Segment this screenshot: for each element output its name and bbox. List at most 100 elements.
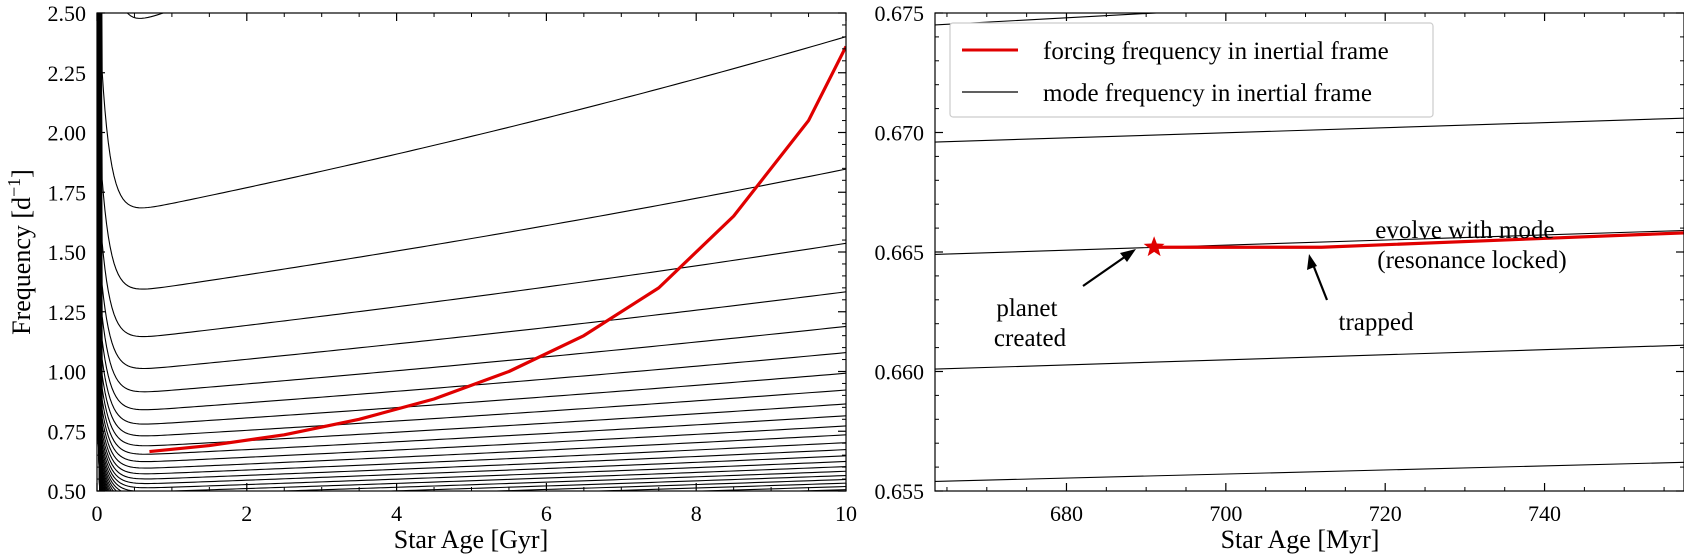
forcing-frequency-line (149, 45, 846, 454)
right-panel: 680 700 720 740 0.655 0.660 0.665 0.670 0.675 S… (875, 1, 1684, 554)
mode-line (98, 13, 846, 447)
mode-line (99, 13, 846, 425)
mode-line (97, 276, 102, 491)
y-tick-label: 0.665 (875, 240, 925, 265)
mode-line (97, 314, 102, 491)
mode-line (97, 291, 102, 491)
mode-line (97, 265, 102, 491)
mode-line (97, 320, 102, 491)
y-axis-label-left: Frequency [d−1] (4, 169, 36, 335)
y-tick-label: 0.670 (875, 121, 925, 146)
mode-line (97, 13, 846, 491)
mode-line (97, 253, 102, 491)
arrowhead-trapped (1307, 254, 1317, 270)
x-tick-label: 740 (1528, 501, 1561, 526)
mode-line (97, 13, 846, 489)
mode-line (101, 13, 846, 209)
mode-line (935, 13, 1166, 26)
mode-line (99, 13, 846, 370)
forcing-frequency-line (1154, 231, 1684, 249)
mode-line (126, 13, 165, 19)
forcing-line-right (1143, 231, 1684, 257)
mode-line (97, 13, 846, 491)
mode-line (97, 308, 102, 491)
x-tick-label: 4 (391, 501, 402, 526)
mode-line (97, 13, 846, 491)
mode-line (97, 304, 102, 491)
mode-line (935, 461, 1684, 482)
mode-line (97, 72, 104, 491)
annotation-evolve-with-mode: evolve with mode (resonance locked) (1375, 217, 1566, 274)
y-tick-label: 0.50 (48, 479, 87, 504)
mode-line (97, 125, 103, 491)
x-tick-label: 700 (1209, 501, 1242, 526)
mode-line (98, 13, 846, 469)
mode-lines-left (97, 13, 846, 491)
mode-line (97, 13, 846, 491)
left-panel: 0 2 4 6 8 10 0.50 0.75 1.00 1.25 1.50 1.75 2.00 2.25… (4, 1, 857, 554)
y-tick-label: 2.25 (48, 61, 87, 86)
mode-line (98, 13, 846, 455)
mode-line (97, 243, 102, 491)
arrowhead-planet-created (1120, 249, 1136, 262)
mode-line (97, 256, 102, 491)
y-tick-label: 2.50 (48, 1, 87, 26)
mode-line (100, 13, 846, 290)
y-tick-label: 1.00 (48, 360, 87, 385)
mode-line (97, 310, 102, 491)
x-tick-label: 680 (1050, 501, 1083, 526)
x-ticks-left: 0 2 4 6 8 10 (92, 13, 857, 526)
planet-created-star-marker (1143, 236, 1165, 257)
mode-line (97, 13, 846, 491)
mode-lines-right (935, 13, 1684, 482)
mode-line (97, 239, 102, 491)
mode-line (97, 236, 102, 491)
y-tick-label: 0.655 (875, 479, 925, 504)
mode-line (97, 250, 102, 491)
plot-frame-left (96, 12, 847, 492)
mode-line (97, 293, 102, 491)
mode-line (97, 286, 102, 491)
mode-line (99, 13, 846, 393)
legend-label-forcing: forcing frequency in inertial frame (1043, 38, 1389, 65)
x-tick-label: 6 (541, 501, 552, 526)
y-ticks-left: 0.50 0.75 1.00 1.25 1.50 1.75 2.00 2.25 2.50 (48, 1, 846, 504)
mode-line (97, 212, 102, 491)
mode-line (97, 322, 102, 491)
y-tick-label: 1.50 (48, 240, 87, 265)
mode-line (98, 13, 846, 475)
y-tick-label: 1.25 (48, 300, 87, 325)
mode-line (97, 274, 102, 491)
forcing-line-left (149, 45, 846, 454)
x-tick-label: 720 (1369, 501, 1402, 526)
mode-line (97, 271, 102, 491)
mode-line (97, 109, 103, 491)
mode-line (97, 13, 846, 491)
x-ticks-right: 680 700 720 740 (946, 13, 1665, 526)
y-tick-label: 0.675 (875, 1, 925, 26)
y-tick-label: 0.660 (875, 360, 925, 385)
legend-box (949, 22, 1434, 118)
mode-line (97, 27, 108, 491)
mode-line (97, 312, 102, 491)
legend-label-mode: mode frequency in inertial frame (1043, 80, 1372, 107)
mode-line (935, 117, 1684, 143)
mode-line (100, 13, 846, 338)
mode-line (97, 281, 102, 491)
mode-line (97, 232, 102, 491)
annotations: planet created trapped evolve with mode … (994, 217, 1567, 352)
x-axis-label-left: Star Age [Gyr] (394, 525, 549, 554)
mode-line (97, 133, 103, 491)
annotation-trapped: trapped (1339, 309, 1414, 336)
y-tick-label: 2.00 (48, 121, 87, 146)
mode-line (97, 147, 103, 491)
mode-line (97, 302, 102, 491)
mode-line (97, 300, 102, 491)
mode-line (97, 207, 102, 491)
legend: forcing frequency in inertial frame mode… (949, 22, 1434, 118)
mode-line (97, 325, 102, 491)
mode-line (97, 279, 102, 491)
x-tick-label: 10 (835, 501, 857, 526)
mode-line (97, 13, 846, 485)
